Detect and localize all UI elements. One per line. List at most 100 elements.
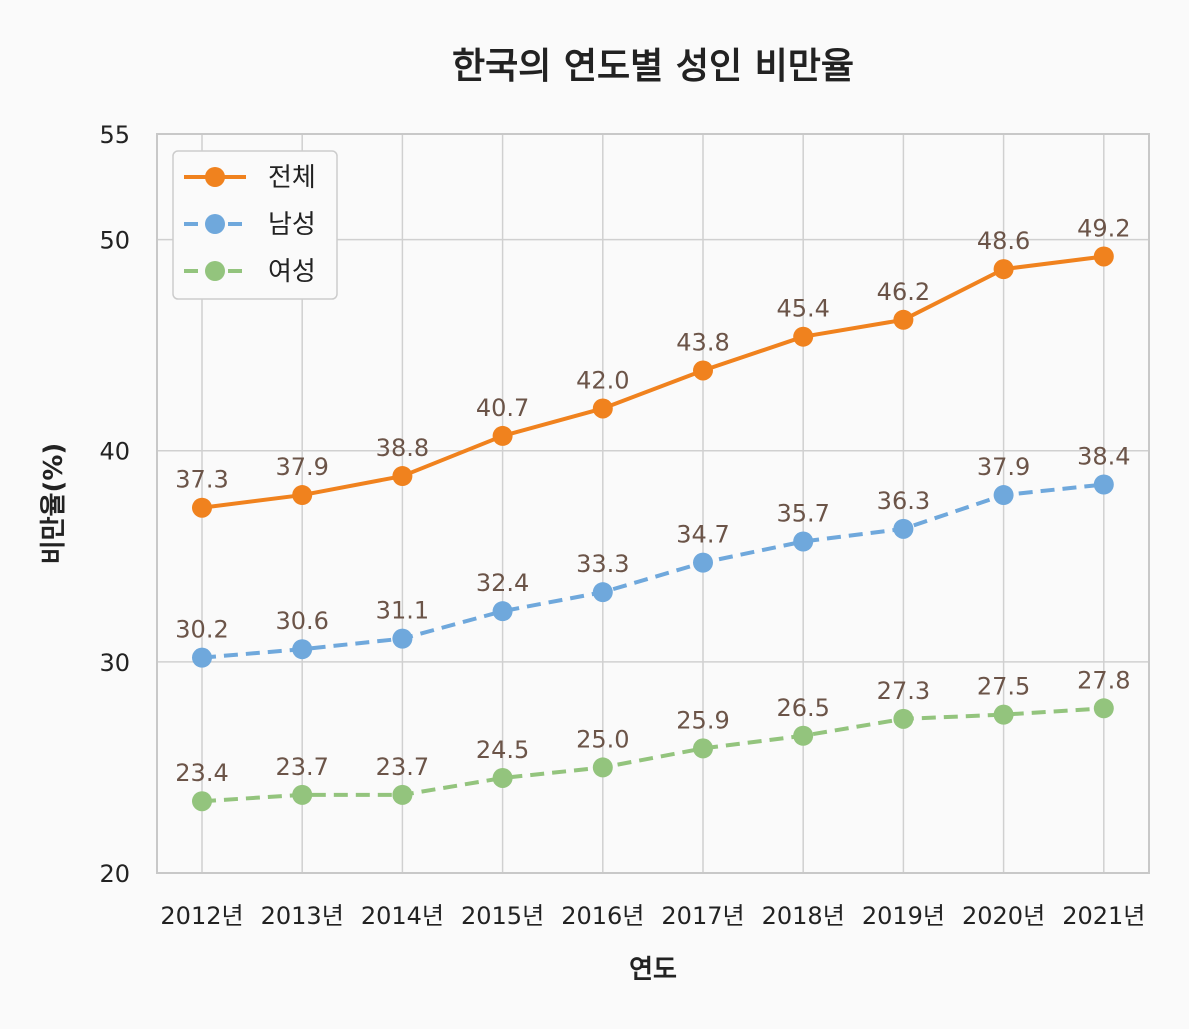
- x-tick-label: 2021년: [1062, 902, 1145, 930]
- chart-title: 한국의 연도별 성인 비만율: [452, 46, 854, 87]
- data-label: 32.4: [476, 569, 529, 597]
- data-point: [793, 326, 814, 347]
- data-label: 35.7: [776, 500, 829, 528]
- data-label: 27.8: [1077, 666, 1130, 694]
- data-label: 37.3: [175, 466, 228, 494]
- data-point: [492, 601, 513, 622]
- data-point: [392, 784, 413, 805]
- y-tick-label: 40: [99, 438, 130, 466]
- x-tick-label: 2020년: [962, 902, 1045, 930]
- plot-frame: [156, 133, 1150, 874]
- data-point: [292, 485, 313, 506]
- data-label: 42.0: [576, 366, 629, 394]
- data-labels: 37.3 37.9 38.8 40.7 42.0 43.8 45.4 46.2 48.6 49.2…: [175, 214, 1130, 787]
- data-point: [392, 466, 413, 487]
- data-point: [492, 767, 513, 788]
- data-point: [793, 725, 814, 746]
- x-axis-label: 연도: [629, 955, 677, 985]
- data-point: [793, 531, 814, 552]
- data-label: 23.7: [376, 753, 429, 781]
- data-label: 34.7: [676, 521, 729, 549]
- data-label: 31.1: [376, 597, 429, 625]
- data-point: [592, 582, 613, 603]
- data-point: [1093, 698, 1114, 719]
- data-point: [192, 497, 212, 518]
- data-label: 37.9: [275, 453, 328, 481]
- data-label: 27.3: [877, 677, 930, 705]
- x-tick-label: 2015년: [461, 902, 544, 930]
- data-label: 23.7: [275, 753, 328, 781]
- data-point: [1093, 474, 1114, 495]
- data-label: 38.8: [376, 434, 429, 462]
- data-point: [292, 639, 313, 660]
- data-point: [693, 360, 713, 381]
- data-label: 46.2: [877, 278, 930, 306]
- data-label: 26.5: [776, 694, 829, 722]
- data-point: [392, 628, 413, 649]
- x-tick-label: 2018년: [762, 902, 845, 930]
- tick-labels: 20 30 40 50 55 2012년 2013년 2014년 2015년 2016년 2017년…: [99, 121, 1145, 930]
- data-label: 25.0: [576, 725, 629, 753]
- series-전체: [192, 246, 1114, 518]
- data-label: 40.7: [476, 394, 529, 422]
- legend-item: 여성: [184, 257, 316, 287]
- data-label: 45.4: [776, 295, 829, 323]
- x-tick-label: 2012년: [160, 902, 243, 930]
- data-point: [592, 757, 613, 778]
- data-label: 49.2: [1077, 214, 1130, 242]
- data-point: [893, 708, 914, 729]
- series-여성: [192, 698, 1114, 812]
- x-tick-label: 2017년: [661, 902, 744, 930]
- data-point: [1093, 246, 1114, 267]
- data-point: [893, 518, 914, 539]
- data-point: [693, 738, 713, 759]
- data-label: 33.3: [576, 550, 629, 578]
- data-label: 37.9: [977, 453, 1030, 481]
- data-label: 48.6: [977, 227, 1030, 255]
- data-point: [693, 552, 713, 573]
- data-label: 30.2: [175, 616, 228, 644]
- data-point: [192, 647, 212, 668]
- y-tick-label: 50: [99, 227, 130, 255]
- series-line: [201, 254, 1105, 510]
- data-label: 38.4: [1077, 442, 1130, 470]
- legend-label: 여성: [268, 257, 316, 287]
- x-tick-label: 2013년: [261, 902, 344, 930]
- legend-label: 남성: [268, 210, 316, 240]
- data-point: [592, 398, 613, 419]
- data-point: [192, 791, 212, 812]
- data-point: [292, 784, 313, 805]
- x-tick-label: 2019년: [862, 902, 945, 930]
- data-point: [993, 485, 1014, 506]
- data-label: 36.3: [877, 487, 930, 515]
- data-point: [993, 704, 1014, 725]
- series-남성: [192, 474, 1114, 668]
- data-label: 27.5: [977, 673, 1030, 701]
- x-tick-label: 2014년: [361, 902, 444, 930]
- data-label: 24.5: [476, 736, 529, 764]
- y-tick-label: 20: [99, 860, 130, 888]
- data-label: 30.6: [275, 607, 328, 635]
- data-label: 43.8: [676, 328, 729, 356]
- y-tick-label: 30: [99, 649, 130, 677]
- series-line: [201, 482, 1105, 660]
- x-tick-label: 2016년: [561, 902, 644, 930]
- series-line: [201, 706, 1104, 804]
- data-label: 25.9: [676, 706, 729, 734]
- data-label: 23.4: [175, 759, 228, 787]
- legend-marker: [205, 167, 225, 187]
- legend-marker: [205, 261, 225, 281]
- legend-marker: [205, 214, 225, 234]
- y-tick-label: 55: [99, 121, 130, 149]
- legend-item: 전체: [184, 163, 316, 193]
- legend-label: 전체: [268, 163, 316, 193]
- data-point: [993, 259, 1014, 280]
- series-layer: [192, 246, 1114, 812]
- y-axis-label: 비만율(%): [39, 443, 69, 565]
- data-point: [893, 309, 914, 330]
- data-point: [492, 425, 513, 446]
- legend-item: 남성: [184, 210, 316, 240]
